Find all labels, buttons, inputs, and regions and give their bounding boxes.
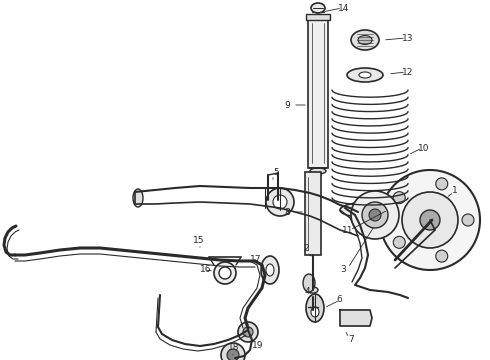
Ellipse shape [306,294,324,322]
Ellipse shape [311,3,325,13]
Ellipse shape [214,262,236,284]
Ellipse shape [266,264,274,276]
Polygon shape [340,310,372,326]
Text: 3: 3 [340,266,346,274]
Ellipse shape [261,256,279,284]
Bar [306,14,330,20]
Ellipse shape [358,36,372,45]
Text: 4: 4 [305,288,311,297]
Text: 9: 9 [284,100,290,109]
Ellipse shape [310,168,326,174]
Ellipse shape [359,72,371,78]
Ellipse shape [340,202,400,218]
Circle shape [436,178,448,190]
Ellipse shape [133,189,143,207]
Circle shape [243,327,253,337]
Circle shape [462,214,474,226]
Circle shape [369,209,381,221]
Text: 11: 11 [342,225,353,234]
Circle shape [380,170,480,270]
Circle shape [238,322,258,342]
Text: 12: 12 [402,68,414,77]
Ellipse shape [351,30,379,50]
Text: 15: 15 [193,235,204,244]
Text: 6: 6 [336,296,342,305]
Circle shape [266,188,294,216]
Circle shape [273,195,287,209]
Circle shape [227,349,239,360]
Ellipse shape [360,206,380,214]
Text: 7: 7 [348,336,354,345]
Text: 8: 8 [284,207,290,216]
Circle shape [402,192,458,248]
Text: 13: 13 [402,33,414,42]
Bar [308,18,328,168]
Text: 2: 2 [303,243,309,252]
Circle shape [436,250,448,262]
Text: 18: 18 [228,343,240,352]
Text: 1: 1 [452,185,458,194]
Text: 10: 10 [418,144,430,153]
Bar [305,172,321,255]
Ellipse shape [308,287,318,293]
Circle shape [420,210,440,230]
Ellipse shape [219,267,231,279]
Ellipse shape [303,274,315,292]
Ellipse shape [347,68,383,82]
Text: 16: 16 [200,266,212,274]
Text: 14: 14 [338,4,349,13]
Circle shape [393,236,405,248]
Text: 17: 17 [250,256,262,265]
Text: 5: 5 [273,167,279,176]
Ellipse shape [311,307,319,317]
Circle shape [362,202,388,228]
Circle shape [351,191,399,239]
Text: 19: 19 [252,341,264,350]
Circle shape [393,192,405,204]
Circle shape [221,343,245,360]
